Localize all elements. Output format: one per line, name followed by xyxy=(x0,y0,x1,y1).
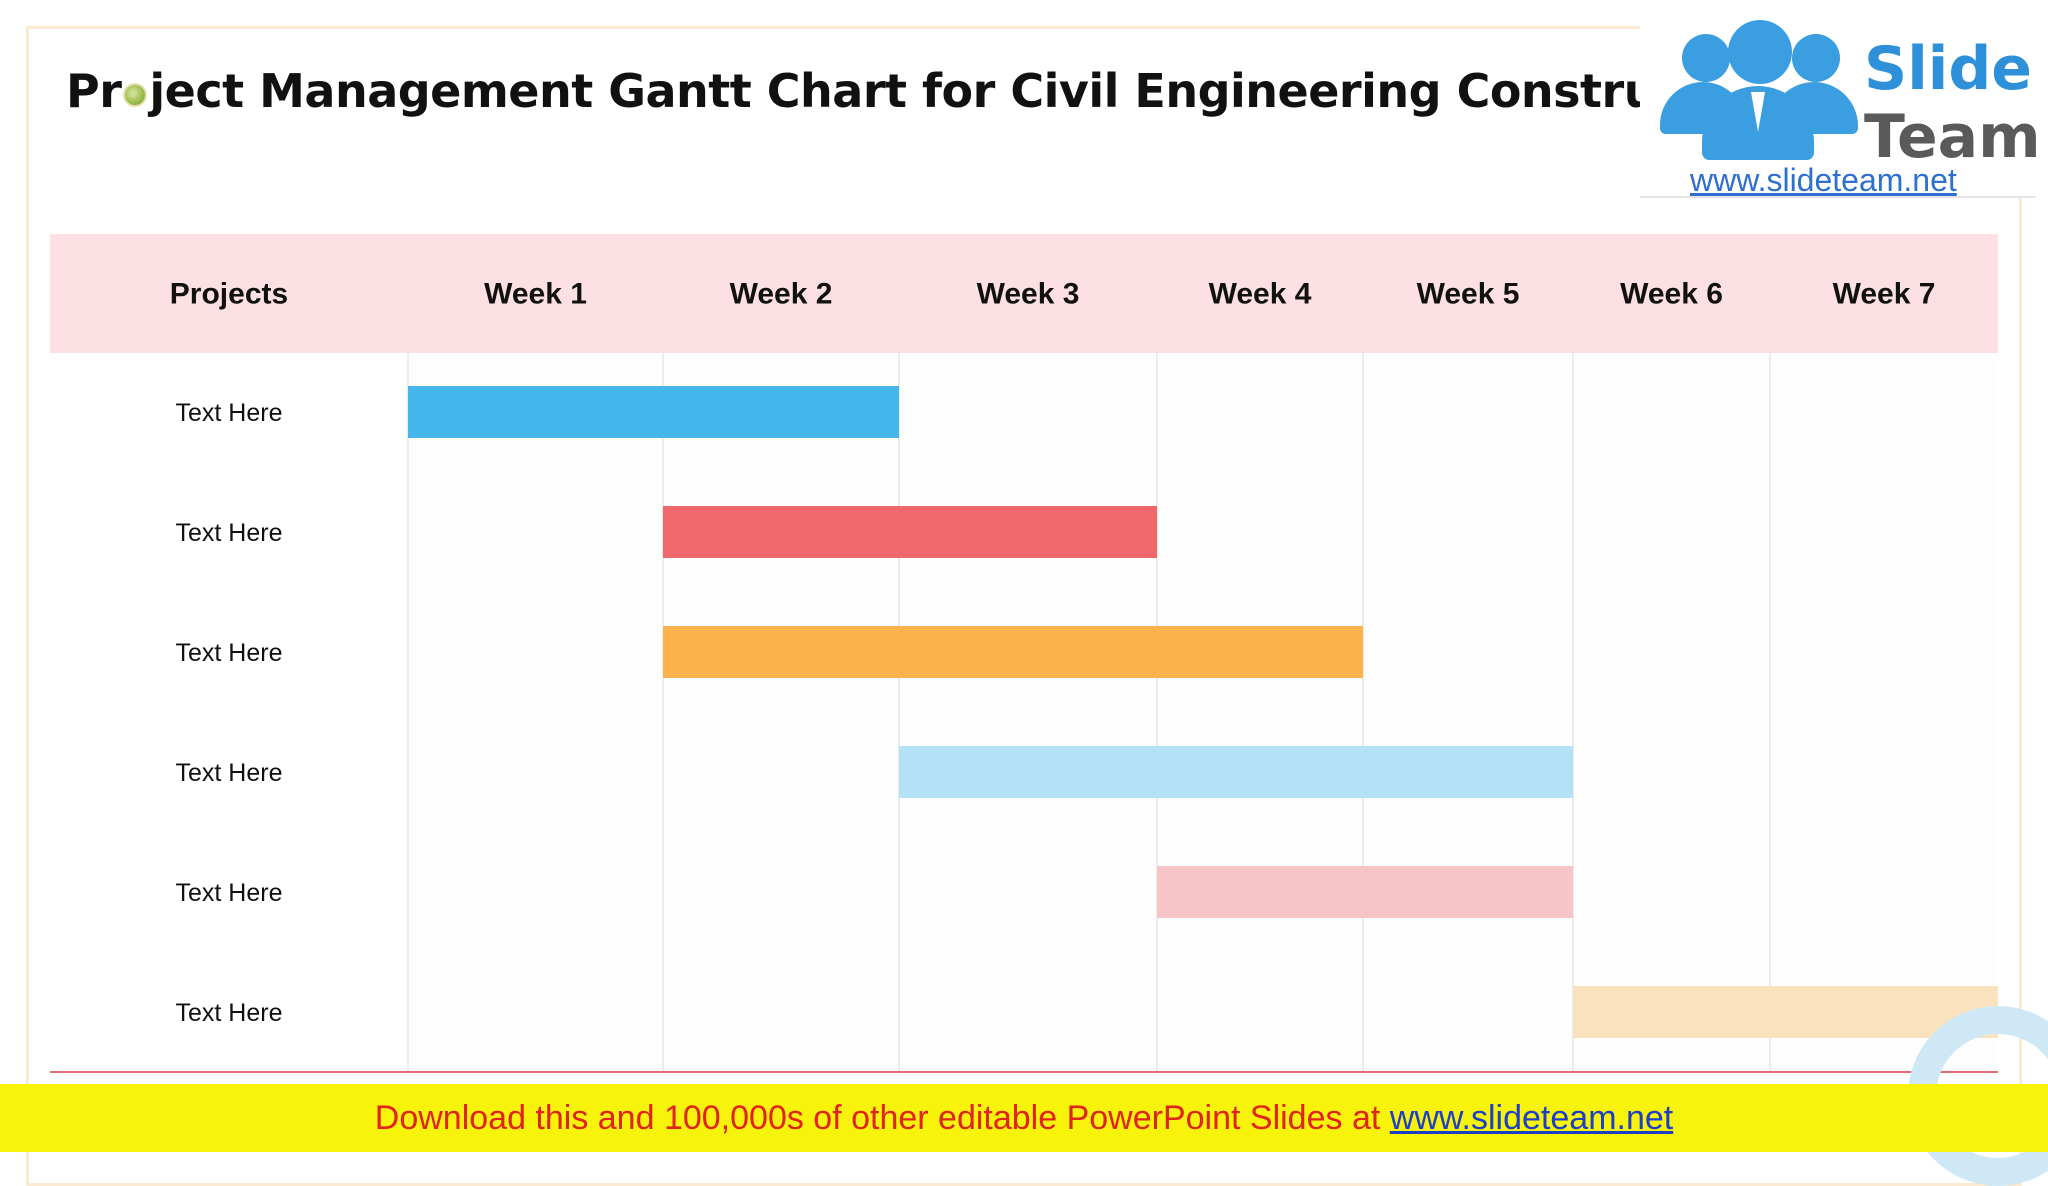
header-week-7: Week 7 xyxy=(1833,278,1936,311)
logo-person-head-center xyxy=(1728,20,1792,84)
logo-person-body-right xyxy=(1770,82,1858,134)
download-banner-text: Download this and 100,000s of other edit… xyxy=(374,1099,1390,1137)
slideteam-logo[interactable]: Slide Team www.slideteam.net xyxy=(1640,20,2041,198)
header-week-4: Week 4 xyxy=(1209,278,1312,311)
task-label-6: Text Here xyxy=(176,999,283,1027)
task-bar-6 xyxy=(1573,986,1998,1038)
gantt-chart: Projects Week 1 Week 2 Week 3 Week 4 Week 5 We… xyxy=(50,234,1998,1073)
title-bullet-icon xyxy=(123,82,148,107)
task-bar-3 xyxy=(663,626,1363,678)
task-bar-2 xyxy=(663,506,1157,558)
task-label-2: Text Here xyxy=(176,519,283,547)
task-label-1: Text Here xyxy=(176,399,283,427)
task-bar-5 xyxy=(1157,866,1573,918)
task-bar-1 xyxy=(408,386,899,438)
task-bar-4 xyxy=(899,746,1573,798)
logo-word-team: Team xyxy=(1864,102,2041,172)
logo-person-head-left xyxy=(1682,34,1730,82)
header-week-2: Week 2 xyxy=(730,278,833,311)
logo-person-head-right xyxy=(1792,34,1840,82)
table-header-band xyxy=(50,234,1998,353)
task-label-3: Text Here xyxy=(176,639,283,667)
title-text-end: ject Management Gantt Chart for Civil En… xyxy=(149,64,1918,118)
slide-title: Pr ject Management Gantt Chart for Civil … xyxy=(66,64,1918,118)
task-label-4: Text Here xyxy=(176,759,283,787)
timeline-area xyxy=(408,353,1998,1072)
task-label-5: Text Here xyxy=(176,879,283,907)
header-week-3: Week 3 xyxy=(977,278,1080,311)
header-week-1: Week 1 xyxy=(484,278,587,311)
download-banner-link[interactable]: www.slideteam.net xyxy=(1389,1099,1674,1137)
title-text-start: Pr xyxy=(66,64,122,118)
logo-tie-icon xyxy=(1751,92,1765,132)
logo-url-link[interactable]: www.slideteam.net xyxy=(1690,162,1957,198)
header-projects: Projects xyxy=(170,278,288,311)
header-week-5: Week 5 xyxy=(1417,278,1520,311)
header-week-6: Week 6 xyxy=(1620,278,1723,311)
download-banner: Download this and 100,000s of other edit… xyxy=(0,1084,2048,1152)
logo-word-slide: Slide xyxy=(1864,34,2032,104)
